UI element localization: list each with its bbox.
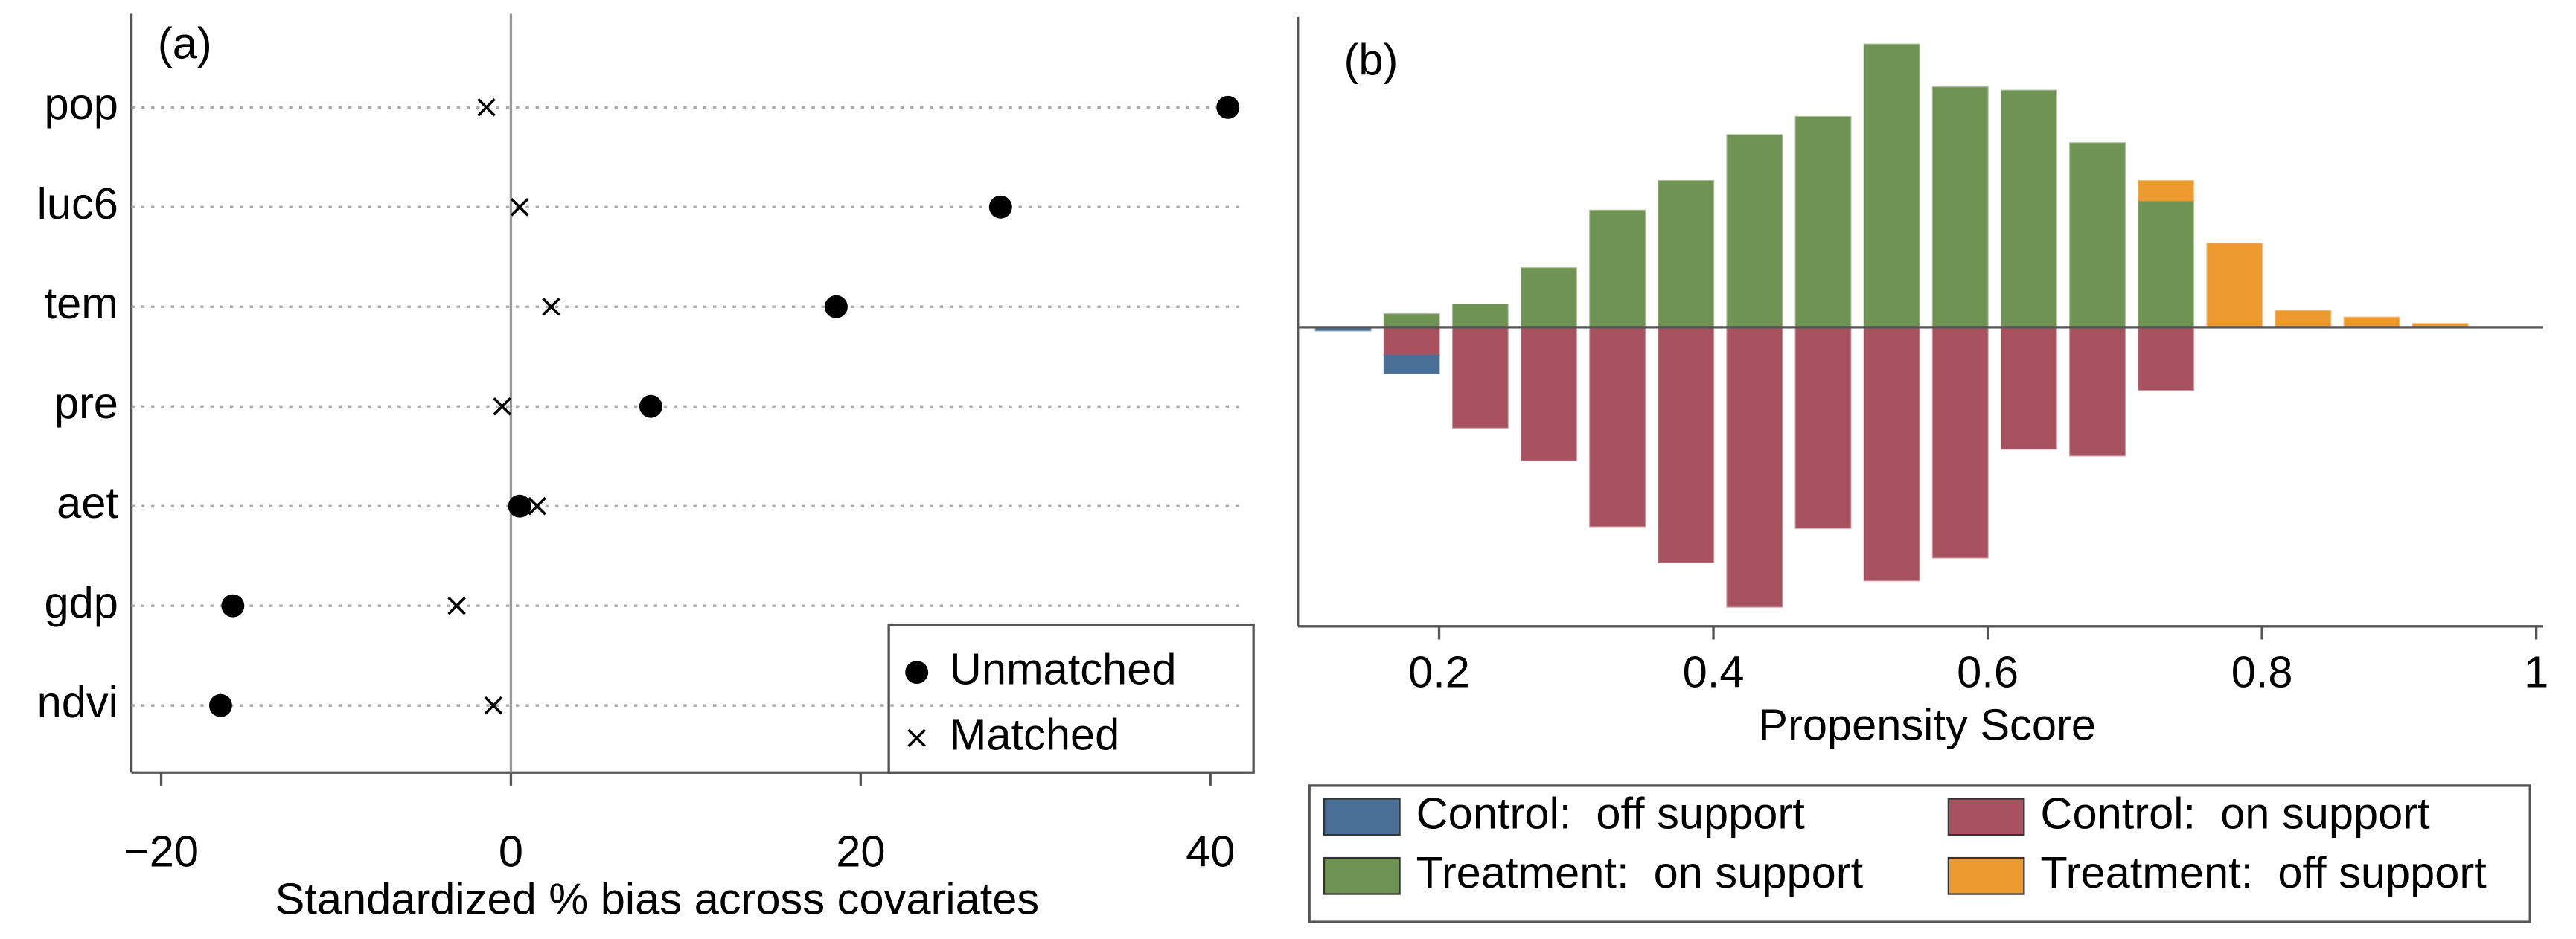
x-tick-label: 0.6: [1957, 647, 2019, 697]
point: [825, 295, 848, 318]
bar: [2000, 89, 2057, 328]
legend-swatch: [1947, 856, 2025, 895]
legend-label: Unmatched: [950, 644, 1177, 693]
point: [907, 728, 926, 748]
x-tick-label: −20: [124, 826, 199, 876]
legend-swatch: [1323, 856, 1401, 895]
bar: [1383, 354, 1440, 374]
bar: [1658, 179, 1715, 328]
point: [484, 696, 503, 715]
panel-label: (a): [158, 18, 212, 68]
bar: [2069, 326, 2126, 457]
y-tick-label: pop: [45, 79, 118, 129]
bar: [2000, 326, 2057, 450]
point: [221, 594, 245, 618]
bar: [1589, 209, 1646, 328]
bar: [2206, 243, 2263, 328]
x-axis-label: Propensity Score: [1758, 699, 2096, 749]
x-tick-label: 0.2: [1408, 647, 1470, 697]
legend-entry: Control: on support: [1947, 789, 2430, 839]
bar: [1726, 134, 1783, 328]
bar: [2275, 310, 2332, 328]
panel-label: (b): [1344, 34, 1399, 84]
point: [447, 596, 466, 615]
bar: [2069, 142, 2126, 328]
bar: [2343, 316, 2400, 328]
y-tick-label: gdp: [45, 577, 118, 627]
y-tick-label: aet: [57, 478, 118, 528]
x-tick-label: 1: [2524, 647, 2548, 697]
bar: [1794, 115, 1852, 328]
point: [508, 494, 531, 518]
bar: [2138, 326, 2195, 391]
point: [542, 297, 560, 316]
legend-entry: Matched: [907, 710, 1120, 760]
panel-b: (b) Propensity Score 0.2 0.4 0.6 0.8 1 Contro…: [1297, 16, 2548, 923]
y-tick-label: ndvi: [37, 677, 118, 727]
y-tick-label: pre: [54, 378, 118, 428]
bar: [1863, 43, 1920, 328]
y-tick-label: tem: [45, 278, 118, 328]
x-axis-label: Standardized % bias across covariates: [275, 874, 1040, 923]
x-tick-label: 0.8: [2231, 647, 2293, 697]
legend-label: Treatment: on support: [1416, 847, 1864, 897]
x-tick-label: 20: [836, 826, 885, 876]
bar: [1520, 326, 1577, 461]
point: [1216, 95, 1240, 119]
y-tick-label: luc6: [37, 179, 118, 228]
legend-label: Control: off support: [1416, 789, 1806, 839]
x-tick-label: 0: [499, 826, 523, 876]
legend-box: [887, 623, 1255, 774]
point: [208, 693, 232, 717]
bar: [1383, 326, 1440, 356]
bar: [2138, 179, 2195, 202]
point: [493, 397, 511, 416]
bar: [1451, 326, 1509, 429]
legend-label: Matched: [950, 710, 1120, 760]
bar: [1383, 313, 1440, 328]
bar: [1451, 303, 1509, 328]
bar: [1726, 326, 1783, 608]
point: [477, 98, 496, 117]
point: [510, 197, 529, 217]
point: [528, 496, 546, 516]
legend-entry: Treatment: on support: [1323, 847, 1864, 897]
legend-box: [1308, 784, 2531, 923]
bar: [1931, 326, 1989, 559]
point: [905, 661, 929, 685]
x-tick-label: 0.4: [1683, 647, 1745, 697]
legend-entry: Control: off support: [1323, 789, 1806, 839]
panel-a: (a) Standardized % bias across covariate…: [37, 13, 1255, 923]
legend-label: Treatment: off support: [2040, 847, 2487, 897]
bar: [1658, 326, 1715, 563]
bar: [1863, 326, 1920, 582]
x-tick-label: 40: [1186, 826, 1235, 876]
point: [988, 195, 1012, 219]
bar: [1794, 326, 1852, 529]
bar: [2138, 199, 2195, 328]
legend-entry: Treatment: off support: [1947, 847, 2487, 897]
legend-label: Control: on support: [2040, 789, 2430, 839]
point: [639, 394, 662, 418]
bar: [1589, 326, 1646, 528]
legend-swatch: [1947, 798, 2025, 836]
legend-swatch: [1323, 798, 1401, 836]
legend-entry: Unmatched: [905, 644, 1176, 693]
bar: [1931, 86, 1989, 328]
bar: [1520, 267, 1577, 328]
